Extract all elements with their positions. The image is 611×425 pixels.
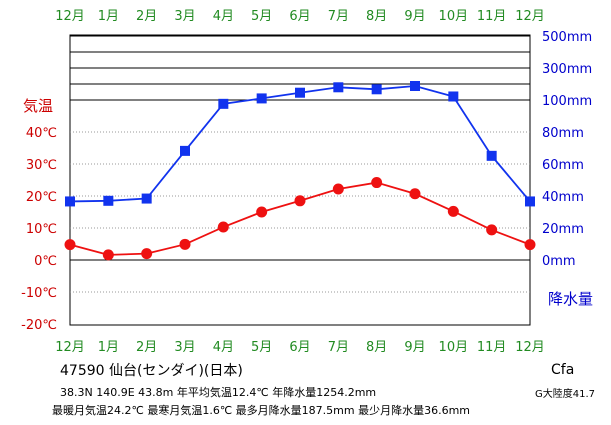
- month-label-bottom: 5月: [251, 340, 272, 355]
- month-label-bottom: 10月: [439, 340, 469, 355]
- precipitation-tick: 300mm: [542, 62, 592, 77]
- month-label-top: 10月: [439, 9, 469, 24]
- temperature-point: [256, 206, 268, 218]
- temperature-point: [524, 239, 536, 251]
- temperature-point: [102, 249, 114, 261]
- continentality-index: G大陸度41.7: [535, 389, 596, 400]
- temperature-tick: 30℃: [26, 158, 57, 173]
- precipitation-point: [256, 93, 267, 104]
- station-title: 47590 仙台(センダイ)(日本): [60, 363, 243, 379]
- precipitation-point: [218, 98, 229, 109]
- precipitation-point: [103, 195, 114, 206]
- precipitation-axis-ticks: 500mm 300mm 100mm 80mm 60mm 40mm 20mm 0mm: [542, 30, 592, 269]
- month-label-bottom: 4月: [213, 340, 234, 355]
- plot-area: [69, 34, 531, 326]
- temperature-tick: 10℃: [26, 222, 57, 237]
- temperature-point: [141, 248, 153, 260]
- month-label-bottom: 9月: [404, 340, 425, 355]
- precipitation-tick: 100mm: [542, 94, 592, 109]
- month-label-top: 7月: [328, 9, 349, 24]
- precipitation-point: [295, 87, 305, 98]
- month-label-top: 11月: [477, 9, 507, 24]
- precipitation-point: [448, 91, 459, 102]
- month-label-bottom: 2月: [136, 340, 157, 355]
- precipitation-tick: 500mm: [542, 30, 592, 45]
- precipitation-point: [333, 82, 344, 93]
- temperature-point: [409, 188, 421, 200]
- temperature-point: [371, 177, 383, 189]
- precipitation-point: [65, 196, 75, 207]
- month-label-top: 8月: [366, 9, 387, 24]
- series: [64, 81, 536, 261]
- precipitation-point: [410, 81, 420, 91]
- month-label-bottom: 3月: [174, 340, 195, 355]
- temperature-point: [332, 183, 344, 195]
- month-label-top: 5月: [251, 9, 272, 24]
- month-label-top: 6月: [289, 9, 310, 24]
- month-labels-bottom: 12月 1月 2月 3月 4月 5月 6月 7月 8月 9月 10月 11月 12月: [55, 340, 545, 355]
- month-label-bottom: 12月: [55, 340, 85, 355]
- month-label-bottom: 6月: [289, 340, 310, 355]
- month-label-bottom: 11月: [477, 340, 507, 355]
- temperature-point: [64, 239, 76, 251]
- precipitation-tick: 40mm: [542, 190, 584, 205]
- month-label-top: 3月: [174, 9, 195, 24]
- month-label-top: 2月: [136, 9, 157, 24]
- precipitation-tick: 60mm: [542, 158, 584, 173]
- month-label-top: 1月: [98, 9, 119, 24]
- precipitation-point: [525, 196, 535, 207]
- precipitation-point: [371, 84, 382, 95]
- temperature-tick: 20℃: [26, 190, 57, 205]
- temperature-tick: 40℃: [26, 126, 57, 141]
- temperature-point: [486, 224, 498, 236]
- station-summary: 38.3N 140.9E 43.8m 年平均気温12.4℃ 年降水量1254.2…: [60, 386, 377, 399]
- month-label-bottom: 8月: [366, 340, 387, 355]
- temperature-point: [179, 238, 191, 250]
- precipitation-tick: 80mm: [542, 126, 584, 141]
- grid: [70, 35, 530, 293]
- temperature-axis-label: 気温: [23, 97, 53, 115]
- month-label-top: 9月: [404, 9, 425, 24]
- temperature-point: [294, 195, 306, 207]
- temperature-tick: -10℃: [21, 286, 57, 301]
- temperature-axis-ticks: 40℃ 30℃ 20℃ 10℃ 0℃ -10℃ -20℃: [21, 126, 57, 333]
- climate-class: Cfa: [551, 362, 575, 378]
- temperature-point: [217, 221, 229, 233]
- month-labels-top: 12月 1月 2月 3月 4月 5月 6月 7月 8月 9月 10月 11月 12月: [55, 9, 545, 24]
- precipitation-axis-label: 降水量: [548, 290, 593, 308]
- month-label-top: 12月: [55, 9, 85, 24]
- month-label-bottom: 7月: [328, 340, 349, 355]
- month-label-top: 12月: [515, 9, 545, 24]
- precipitation-point: [180, 145, 190, 156]
- month-label-top: 4月: [213, 9, 234, 24]
- precipitation-tick: 0mm: [542, 254, 576, 269]
- precipitation-point: [141, 193, 152, 204]
- precipitation-tick: 20mm: [542, 222, 584, 237]
- precipitation-point: [486, 150, 497, 161]
- temperature-point: [447, 205, 459, 217]
- temperature-tick: 0℃: [34, 254, 57, 269]
- month-label-bottom: 12月: [515, 340, 545, 355]
- temperature-tick: -20℃: [21, 318, 57, 333]
- month-label-bottom: 1月: [98, 340, 119, 355]
- station-extremes: 最暖月気温24.2℃ 最寒月気温1.6℃ 最多月降水量187.5mm 最少月降水…: [52, 404, 471, 417]
